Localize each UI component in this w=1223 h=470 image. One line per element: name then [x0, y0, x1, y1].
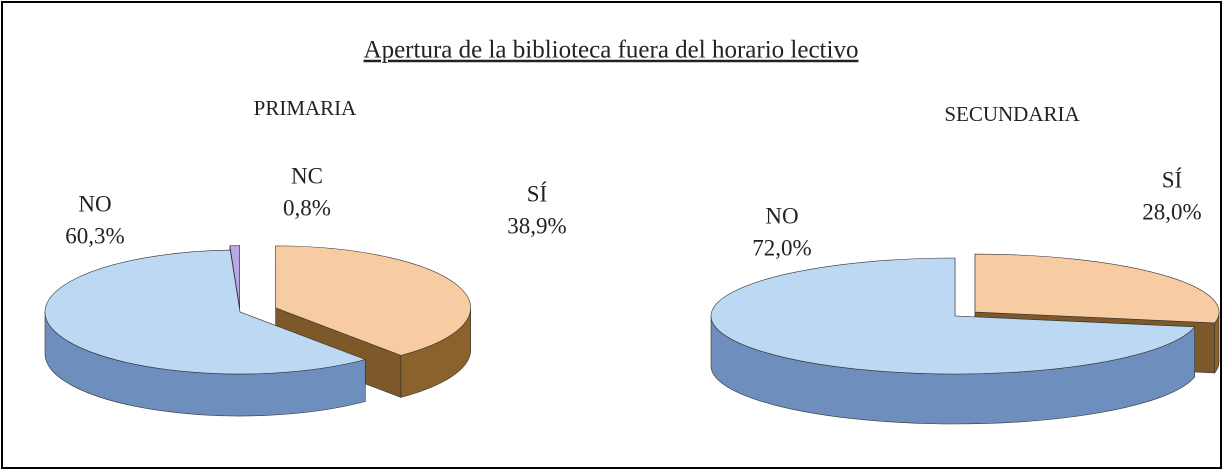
slice-category: NO: [78, 191, 111, 216]
slice-label: 0,8%: [283, 195, 331, 220]
slice-category: NO: [765, 203, 798, 228]
page-title: Apertura de la biblioteca fuera del hora…: [364, 37, 859, 64]
slice-label: 72,0%: [752, 235, 811, 260]
slice: [974, 253, 1220, 324]
pie-title: PRIMARIA: [254, 96, 358, 120]
slice-label: 28,0%: [1142, 199, 1201, 224]
slice-category: NC: [291, 163, 323, 188]
slice-label: 38,9%: [507, 213, 566, 238]
slice: [710, 257, 1196, 375]
pie: [44, 245, 472, 417]
slice: [275, 245, 471, 356]
pie-title: SECUNDARIA: [944, 102, 1080, 126]
slice: [229, 245, 240, 308]
slice-category: SÍ: [1162, 167, 1182, 192]
slice: [44, 249, 367, 375]
slice-category: SÍ: [527, 181, 547, 206]
slice-label: 60,3%: [65, 223, 124, 248]
pie: [710, 253, 1220, 425]
